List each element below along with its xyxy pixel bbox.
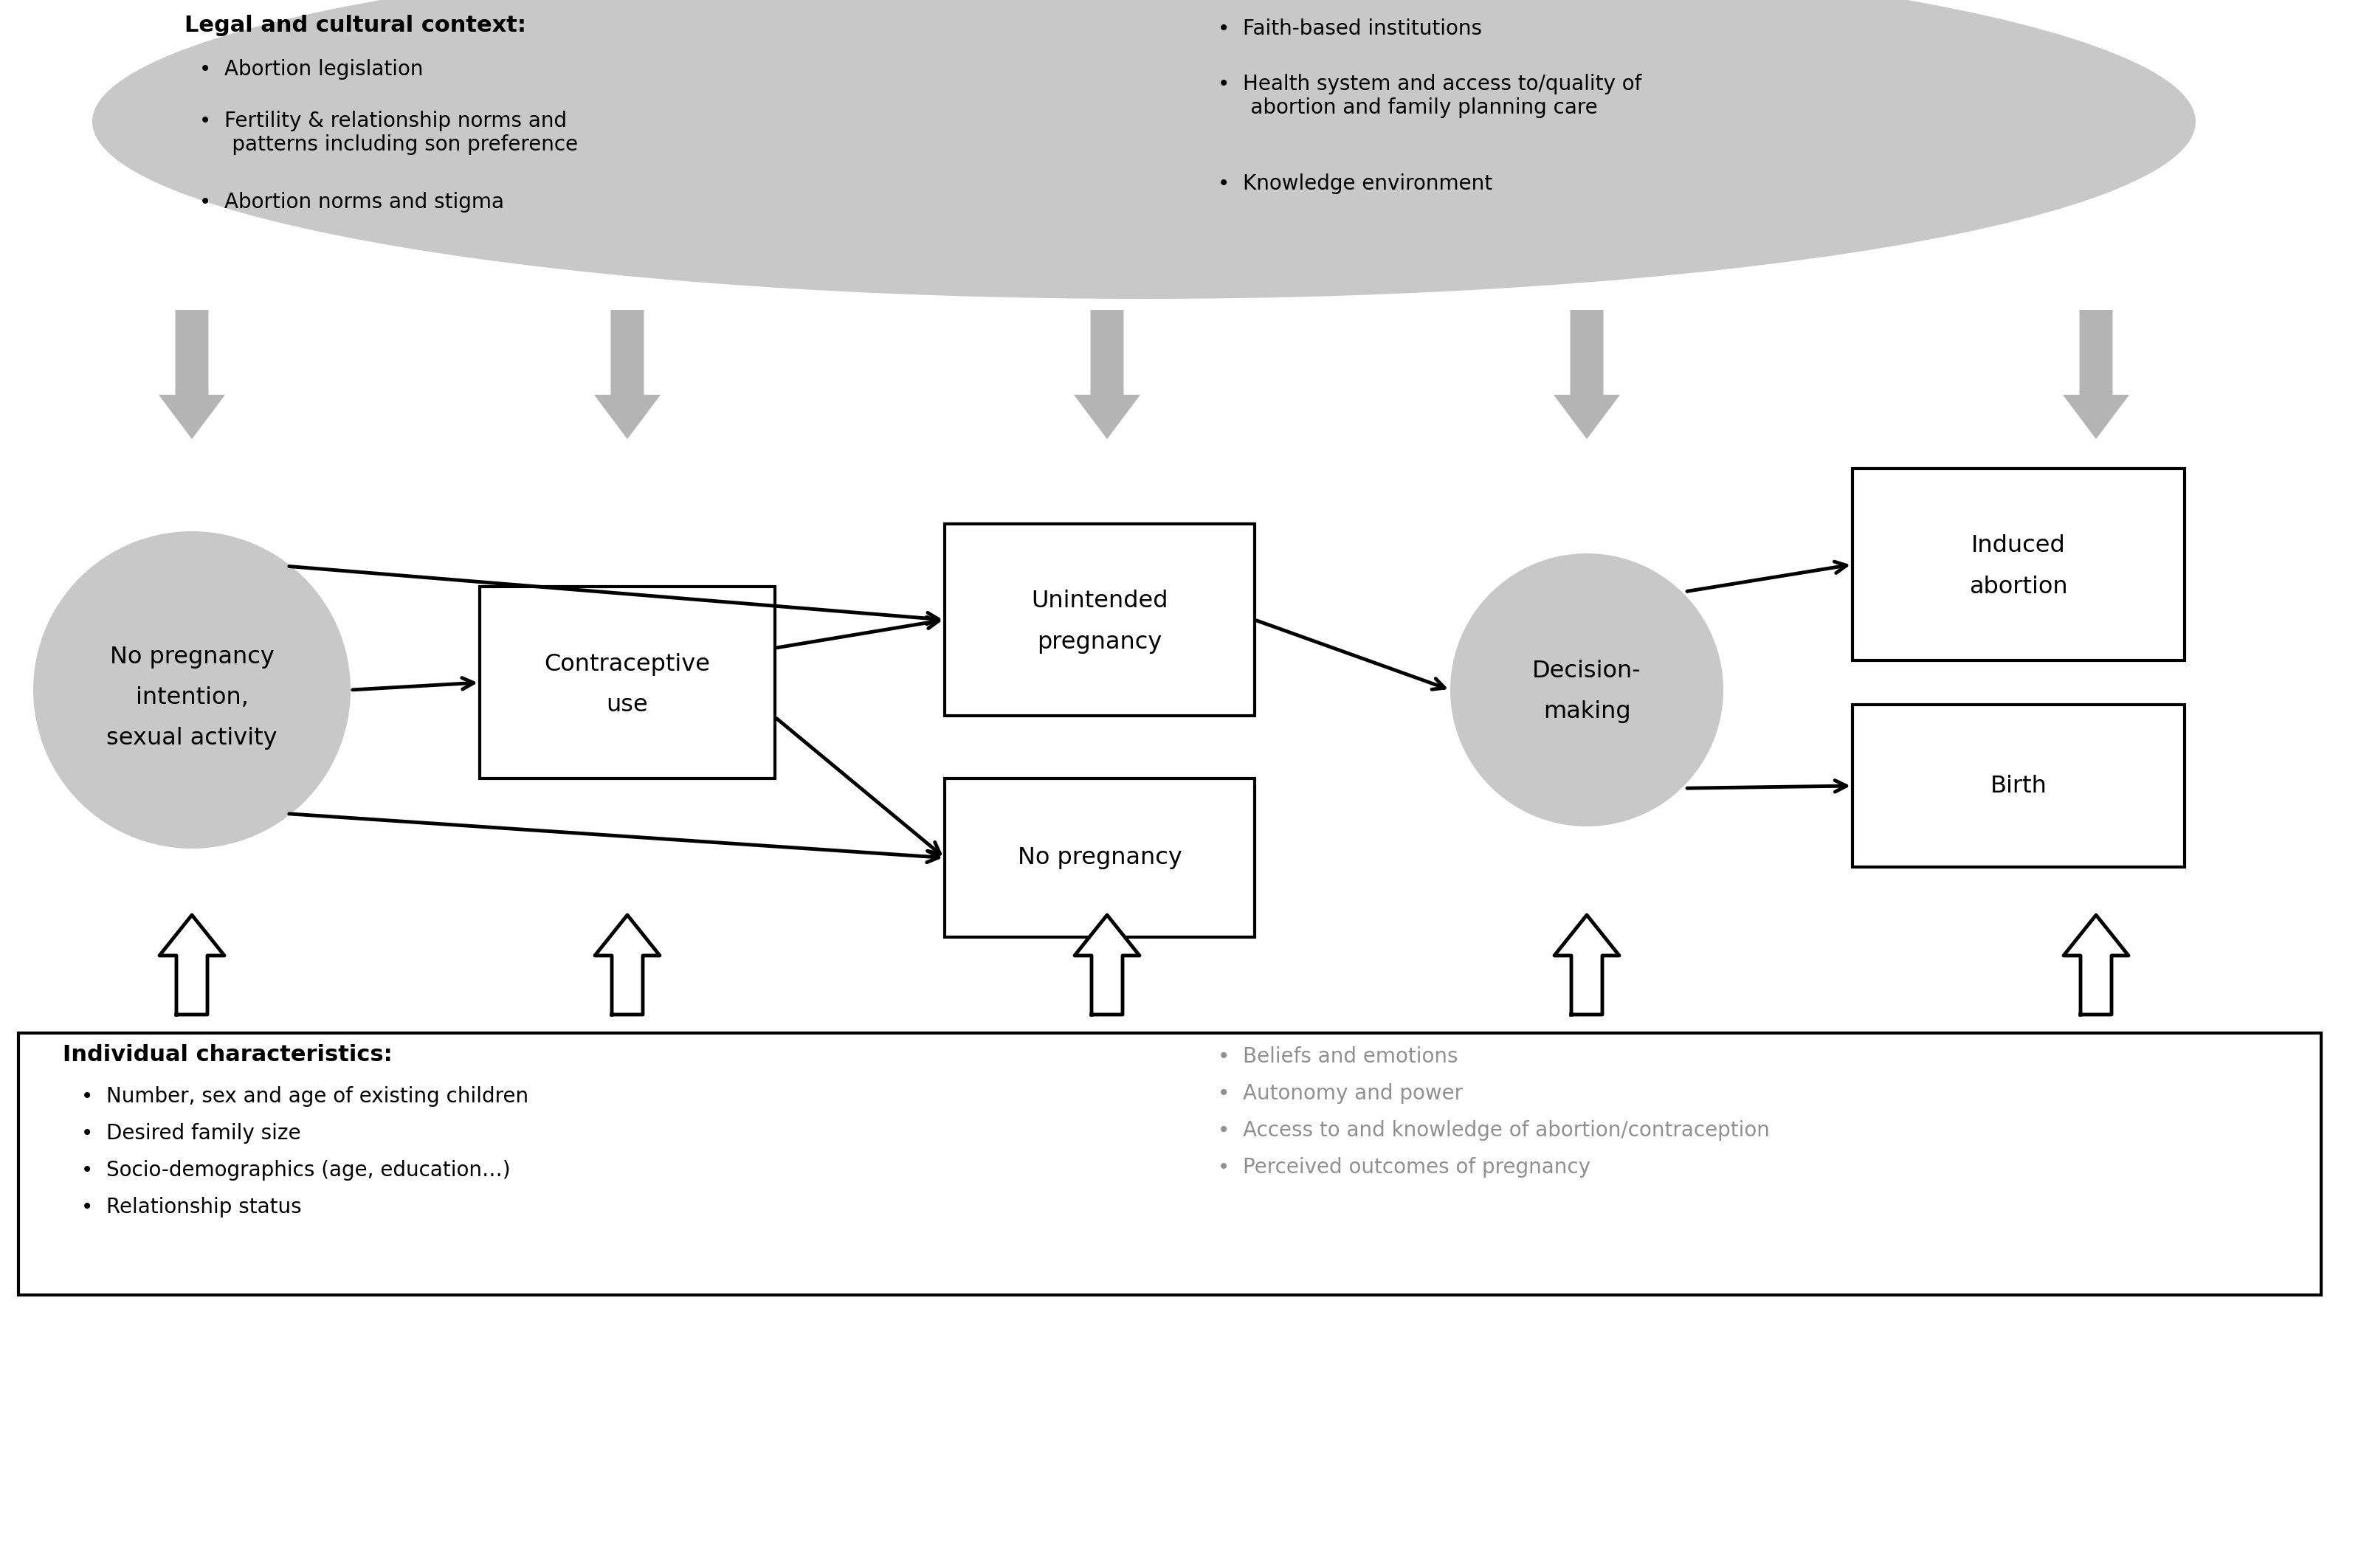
Polygon shape [1074,310,1140,439]
Circle shape [33,532,349,848]
Text: pregnancy: pregnancy [1036,630,1162,654]
Text: No pregnancy: No pregnancy [109,646,274,668]
Polygon shape [2064,310,2130,439]
Text: •  Number, sex and age of existing children: • Number, sex and age of existing childr… [80,1087,529,1107]
Text: intention,: intention, [135,685,248,709]
Polygon shape [595,310,661,439]
Text: •  Access to and knowledge of abortion/contraception: • Access to and knowledge of abortion/co… [1218,1120,1771,1142]
Text: sexual activity: sexual activity [106,726,276,750]
Text: Induced: Induced [1971,535,2066,558]
FancyBboxPatch shape [944,778,1254,938]
Text: use: use [607,693,649,717]
FancyBboxPatch shape [19,1033,2321,1295]
Text: •  Socio-demographics (age, education…): • Socio-demographics (age, education…) [80,1160,510,1181]
Text: •  Abortion norms and stigma: • Abortion norms and stigma [198,191,505,213]
Text: •  Health system and access to/quality of
     abortion and family planning care: • Health system and access to/quality of… [1218,74,1641,118]
Ellipse shape [92,0,2196,299]
Polygon shape [158,310,224,439]
Text: abortion: abortion [1969,575,2068,597]
Text: Birth: Birth [1990,775,2047,797]
FancyBboxPatch shape [1853,704,2184,867]
FancyBboxPatch shape [944,524,1254,715]
Text: •  Desired family size: • Desired family size [80,1123,300,1143]
Text: •  Abortion legislation: • Abortion legislation [198,60,423,80]
Polygon shape [1074,916,1140,1014]
Text: No pregnancy: No pregnancy [1018,847,1183,869]
Circle shape [1450,554,1724,826]
Polygon shape [2064,916,2130,1014]
FancyBboxPatch shape [479,586,774,778]
Text: •  Autonomy and power: • Autonomy and power [1218,1083,1464,1104]
Text: •  Faith-based institutions: • Faith-based institutions [1218,19,1483,39]
Text: Contraceptive: Contraceptive [545,652,711,676]
Text: Unintended: Unintended [1032,590,1169,613]
Text: making: making [1544,701,1631,723]
Text: •  Fertility & relationship norms and
     patterns including son preference: • Fertility & relationship norms and pat… [198,111,578,155]
Polygon shape [1554,310,1620,439]
Text: Decision-: Decision- [1532,660,1641,684]
Text: •  Relationship status: • Relationship status [80,1196,302,1217]
Polygon shape [595,916,659,1014]
Text: Individual characteristics:: Individual characteristics: [64,1044,392,1066]
Text: •  Beliefs and emotions: • Beliefs and emotions [1218,1046,1459,1066]
Polygon shape [1554,916,1620,1014]
FancyBboxPatch shape [1853,469,2184,660]
Polygon shape [161,916,224,1014]
Text: •  Knowledge environment: • Knowledge environment [1218,174,1492,194]
Text: •  Perceived outcomes of pregnancy: • Perceived outcomes of pregnancy [1218,1157,1591,1178]
Text: Legal and cultural context:: Legal and cultural context: [184,14,527,36]
